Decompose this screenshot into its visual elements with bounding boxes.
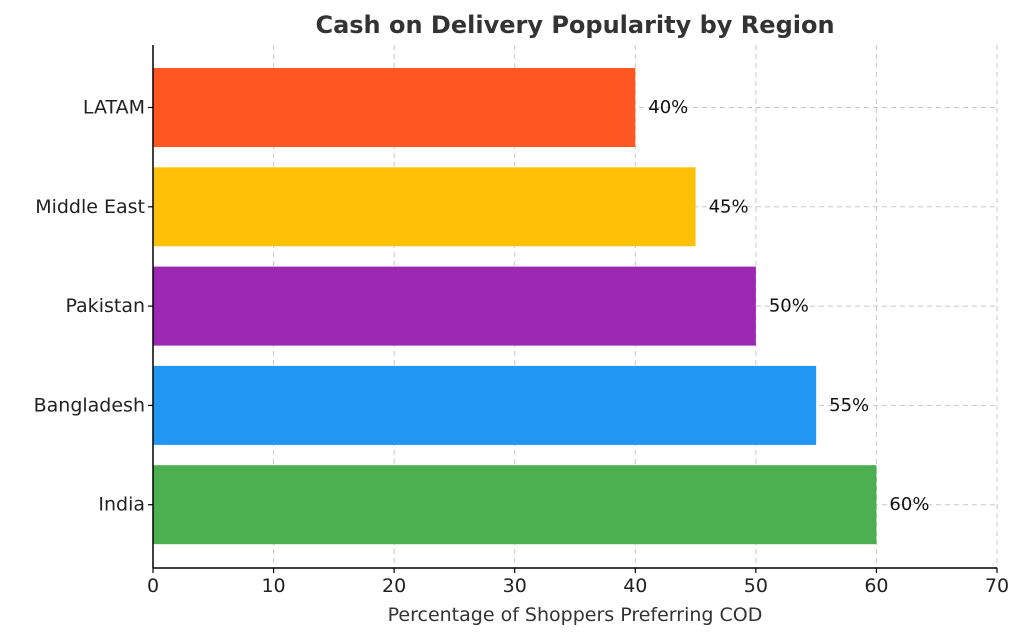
- data-label: 45%: [709, 196, 749, 217]
- x-axis-label: Percentage of Shoppers Preferring COD: [388, 604, 763, 626]
- y-tick-label: LATAM: [83, 97, 145, 119]
- x-tick-label: 30: [503, 575, 527, 597]
- bars: [153, 68, 877, 545]
- x-tick-label: 60: [864, 575, 888, 597]
- data-labels: 60% 55% 50% 45% 40%: [648, 97, 929, 515]
- y-tick-label: Pakistan: [65, 295, 145, 317]
- bar-latam: [153, 68, 636, 147]
- y-tick-label: Middle East: [35, 196, 145, 218]
- x-tick-label: 20: [382, 575, 406, 597]
- y-tick-label: India: [98, 494, 145, 516]
- y-tick-label: Bangladesh: [34, 394, 145, 416]
- data-label: 40%: [648, 97, 688, 118]
- data-label: 60%: [889, 494, 929, 515]
- bar-bangladesh: [153, 365, 817, 445]
- bar-india: [153, 465, 877, 545]
- chart-title: Cash on Delivery Popularity by Region: [315, 11, 834, 39]
- data-label: 50%: [769, 296, 809, 317]
- bar-pakistan: [153, 266, 756, 346]
- x-tick-label: 70: [985, 575, 1009, 597]
- data-label: 55%: [829, 395, 869, 416]
- x-tick-label: 0: [147, 575, 159, 597]
- x-tick-label: 40: [623, 575, 647, 597]
- tick-labels: 0 10 20 30 40 50 60 70 India Bangladesh Pakistan Mi…: [34, 97, 1010, 598]
- x-tick-label: 10: [261, 575, 285, 597]
- x-tick-label: 50: [744, 575, 768, 597]
- bar-middle-east: [153, 167, 696, 247]
